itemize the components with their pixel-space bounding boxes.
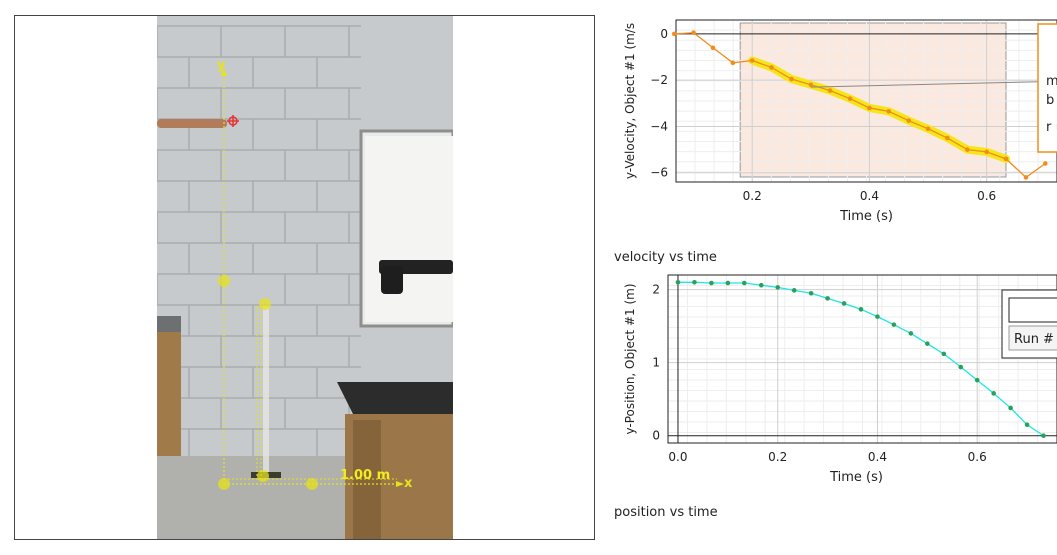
data-point[interactable] bbox=[791, 288, 797, 293]
position-plot[interactable]: 0.0 0.2 0.4 0.6 0 1 2 Time (s) y-Position, Objec… bbox=[606, 270, 1057, 510]
velocity-graph[interactable]: 0.2 0.4 0.6 0 −2 −4 −6 Time (s) y-Velocity, Obje… bbox=[606, 0, 1057, 270]
x-tick-label: 0.6 bbox=[977, 189, 996, 203]
fit-param-label: r = bbox=[1046, 120, 1057, 135]
data-point[interactable] bbox=[789, 76, 794, 82]
data-point[interactable] bbox=[847, 96, 853, 101]
data-point[interactable] bbox=[675, 280, 681, 285]
fit-param-label: m bbox=[1046, 74, 1057, 89]
data-point[interactable] bbox=[841, 301, 847, 306]
y-tick-label: −4 bbox=[650, 119, 668, 133]
data-point[interactable] bbox=[906, 118, 912, 123]
legend-input[interactable] bbox=[1008, 297, 1057, 323]
data-point[interactable] bbox=[945, 135, 950, 141]
data-point[interactable] bbox=[827, 88, 833, 93]
velocity-plot[interactable]: 0.2 0.4 0.6 0 −2 −4 −6 Time (s) y-Velocity, Obje… bbox=[606, 0, 1057, 245]
data-point[interactable] bbox=[1003, 156, 1009, 162]
y-axis-title: y-Position, Object #1 (m) bbox=[623, 283, 637, 434]
data-point[interactable] bbox=[775, 285, 781, 290]
data-point[interactable] bbox=[867, 105, 872, 111]
position-graph[interactable]: 0.0 0.2 0.4 0.6 0 1 2 Time (s) y-Position, Objec… bbox=[606, 270, 1057, 555]
data-point[interactable] bbox=[808, 290, 814, 296]
position-caption: position vs time bbox=[614, 505, 718, 520]
data-point[interactable] bbox=[1024, 422, 1030, 428]
data-point[interactable] bbox=[1042, 161, 1048, 166]
legend-run-label: Run # bbox=[1014, 332, 1054, 347]
x-axis-title: Time (s) bbox=[829, 470, 883, 485]
data-point[interactable] bbox=[875, 314, 880, 319]
x-axis-label: x bbox=[404, 476, 413, 491]
data-point[interactable] bbox=[749, 58, 755, 63]
data-point[interactable] bbox=[691, 30, 696, 36]
data-point[interactable] bbox=[1023, 175, 1029, 180]
data-point[interactable] bbox=[725, 280, 731, 286]
y-axis-label: y bbox=[217, 58, 226, 73]
y-axis-title: y-Velocity, Object #1 (m/s bbox=[623, 23, 637, 179]
legend-run-button[interactable] bbox=[1008, 325, 1057, 351]
data-point[interactable] bbox=[941, 351, 947, 357]
selection-region[interactable] bbox=[739, 22, 1007, 178]
data-point[interactable] bbox=[991, 391, 996, 396]
data-point[interactable] bbox=[692, 280, 697, 285]
data-point[interactable] bbox=[974, 377, 980, 383]
data-point[interactable] bbox=[808, 82, 814, 88]
origin-handle[interactable] bbox=[218, 275, 230, 287]
x-tick-label: 0.4 bbox=[860, 189, 879, 203]
calibration-end-handle[interactable] bbox=[306, 478, 318, 490]
x-tick-label: 0.2 bbox=[768, 450, 787, 464]
data-point[interactable] bbox=[925, 341, 930, 346]
x-tick-label: 0.4 bbox=[868, 450, 887, 464]
x-axis-title: Time (s) bbox=[839, 209, 893, 224]
data-point[interactable] bbox=[908, 331, 914, 336]
y-tick-label: −2 bbox=[650, 73, 668, 87]
tracked-point[interactable] bbox=[259, 298, 271, 310]
y-tick-label: 2 bbox=[652, 283, 660, 297]
tracker-marker-icon[interactable] bbox=[227, 115, 239, 127]
fit-param-label: b bbox=[1046, 93, 1054, 108]
data-point[interactable] bbox=[1041, 433, 1046, 438]
data-point[interactable] bbox=[925, 126, 931, 132]
y-tick-label: 1 bbox=[652, 356, 660, 370]
y-tick-label: 0 bbox=[660, 27, 668, 41]
x-tick-label: 0.6 bbox=[968, 450, 987, 464]
x-tick-label: 0.0 bbox=[668, 450, 687, 464]
data-point[interactable] bbox=[758, 282, 764, 288]
data-point[interactable] bbox=[984, 149, 989, 155]
calibration-label[interactable]: 1.00 m bbox=[340, 468, 391, 483]
data-point[interactable] bbox=[730, 60, 736, 66]
data-point[interactable] bbox=[886, 109, 892, 114]
video-panel: y x 1.00 m bbox=[14, 15, 595, 540]
series-line[interactable] bbox=[674, 32, 1046, 179]
data-point[interactable] bbox=[965, 147, 970, 152]
y-tick-label: −6 bbox=[650, 166, 668, 180]
data-point[interactable] bbox=[671, 31, 677, 37]
video-frame[interactable]: y x 1.00 m bbox=[157, 16, 453, 539]
video-scene bbox=[157, 16, 453, 539]
data-point[interactable] bbox=[709, 280, 714, 286]
data-point[interactable] bbox=[858, 307, 864, 312]
data-point[interactable] bbox=[825, 296, 830, 301]
calibration-handle[interactable] bbox=[257, 470, 269, 482]
data-point[interactable] bbox=[710, 45, 716, 51]
data-point[interactable] bbox=[1008, 405, 1013, 411]
y-tick-label: 0 bbox=[652, 429, 660, 443]
fit-line bbox=[810, 80, 1057, 88]
axis-origin-handle[interactable] bbox=[218, 478, 230, 490]
fit-parameters-box[interactable] bbox=[1037, 23, 1057, 153]
data-point[interactable] bbox=[891, 322, 897, 327]
velocity-caption: velocity vs time bbox=[614, 250, 717, 265]
data-point[interactable] bbox=[958, 364, 964, 370]
data-point[interactable] bbox=[742, 280, 747, 286]
data-point[interactable] bbox=[769, 65, 774, 70]
x-tick-label: 0.2 bbox=[743, 189, 762, 203]
